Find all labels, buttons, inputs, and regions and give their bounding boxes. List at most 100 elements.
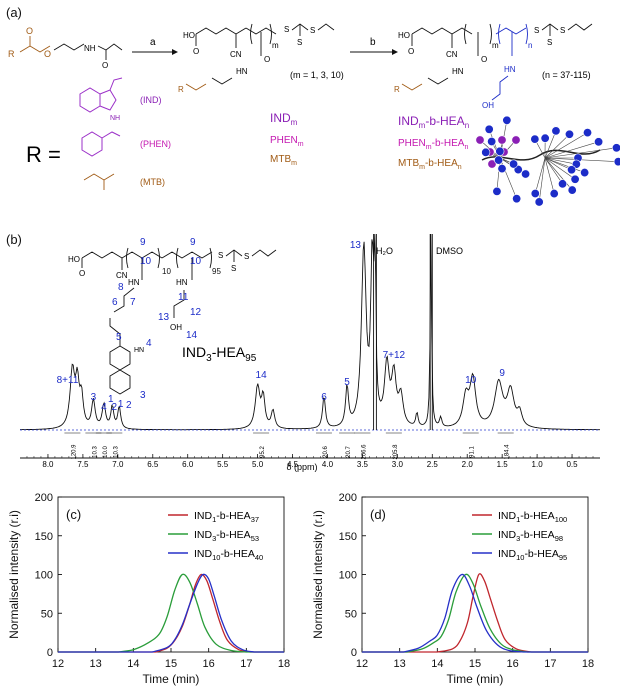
y-axis-label: Normalised intensity (r.i) <box>311 510 325 639</box>
block-name-mtb: MTBm-b-HEAn <box>398 158 462 171</box>
struct-s2: S <box>231 264 236 273</box>
panel-a: (a) O R O NH O a HO O CN m <box>6 5 620 207</box>
struct-num-5: 5 <box>116 332 122 343</box>
block-name-phen: PHENm-b-HEAn <box>398 138 468 151</box>
struct-numbers: 9 10 9 10 10 95 8 7 6 11 12 13 14 5 4 1 … <box>108 237 221 411</box>
block-copolymer-structure: HO O CN m n S S S O HN R HN OH <box>394 23 593 110</box>
nmr-trace <box>20 233 600 431</box>
cartoon-hea-bead <box>564 129 574 139</box>
x-tick-label: 18 <box>582 658 594 670</box>
struct-num-10b: 10 <box>190 256 202 267</box>
series-line <box>362 573 588 653</box>
struct-backbone-2 <box>161 251 213 259</box>
y-axis-label: Normalised intensity (r.i) <box>7 510 21 639</box>
cartoon-link <box>544 134 570 159</box>
struct-num-3: 3 <box>140 390 146 401</box>
integral-value: 120.9 <box>71 444 77 460</box>
integral-value: 184.4 <box>505 444 511 460</box>
x-tick-label: 12 <box>52 658 64 670</box>
nmr-x-tick-label: 6.5 <box>147 460 159 469</box>
struct-s1: S <box>218 251 223 260</box>
macro-cta-structure: HO O CN m S S S O HN R (m = 1, 3, 10) <box>178 23 344 94</box>
cartoon-link <box>544 130 557 159</box>
x-tick-label: 17 <box>240 658 252 670</box>
monomer-ester-o: O <box>44 49 51 59</box>
r-group-ind: (IND) <box>140 95 162 105</box>
y-tick-label: 150 <box>339 531 357 543</box>
monomer-ester-chain <box>19 45 51 53</box>
struct-indole-benzene <box>109 369 131 395</box>
nmr-x-tick-label: 0.5 <box>566 460 578 469</box>
indole-pyrrole-ring <box>99 89 117 111</box>
r-group-phen: (PHEN) <box>140 139 171 149</box>
struct-indole-hn: HN <box>134 347 144 354</box>
peak-label: 3 <box>91 392 97 403</box>
cartoon-ind-bead <box>511 135 521 145</box>
indole-nh: NH <box>110 115 120 122</box>
solvent-label-h2o: H₂O <box>376 246 393 256</box>
cartoon-hea-bead <box>497 164 507 174</box>
x-tick-label: 14 <box>127 658 139 670</box>
integral-value: 205.8 <box>393 444 399 460</box>
struct-sub-95: 95 <box>212 267 221 276</box>
arrow-b-head <box>392 49 398 55</box>
cartoon-hea-bead <box>494 155 504 165</box>
panel-label: (d) <box>370 507 386 522</box>
nmr-x-tick-label: 4.0 <box>322 460 334 469</box>
macro-ester <box>185 83 207 91</box>
cartoon-hea-bead <box>530 134 540 144</box>
cartoon-hea-bead <box>492 186 502 196</box>
cartoon-hea-bead <box>487 137 497 147</box>
block-ethyl <box>567 23 593 31</box>
cartoon-hea-bead <box>481 147 491 157</box>
legend-entry: IND1-b-HEA37 <box>194 510 259 524</box>
arrow-a-head <box>172 49 178 55</box>
cartoon-hea-bead <box>540 133 550 143</box>
nmr-x-tick-label: 3.5 <box>357 460 369 469</box>
integral-value: 10.3 <box>113 446 119 458</box>
macro-s3: S <box>310 26 315 35</box>
cartoon-link <box>544 132 588 159</box>
monomer-ethyl <box>53 43 85 51</box>
cartoon-link <box>538 157 546 203</box>
struct-num-1: 1 <box>108 394 114 405</box>
macro-cta-names: INDm PHENm MTBm <box>270 111 304 167</box>
struct-hea-chain <box>173 290 185 318</box>
macro-m: m <box>272 41 279 50</box>
cartoon-hea-bead <box>502 115 512 125</box>
x-tick-label: 14 <box>431 658 443 670</box>
peak-label: 5 <box>344 377 350 388</box>
block-bracket-m <box>464 23 492 45</box>
cartoon-hea-bead <box>567 165 577 175</box>
nmr-x-tick-label: 7.5 <box>77 460 89 469</box>
macro-linker <box>211 77 233 85</box>
cartoon-link <box>544 157 576 180</box>
monomer-structure: O R O NH O <box>8 26 123 70</box>
series-line <box>58 573 284 653</box>
legend-entry: IND1-b-HEA100 <box>498 510 567 524</box>
block-hn: HN <box>452 67 464 76</box>
series-line <box>58 573 284 653</box>
integral-value: 20.6 <box>323 446 329 458</box>
cartoon-link <box>544 141 599 159</box>
struct-ester <box>109 318 121 346</box>
macro-r: R <box>178 85 184 94</box>
peak-label: 14 <box>256 370 268 381</box>
macro-backbone-1 <box>195 27 247 35</box>
cartoon-hea-bead <box>612 143 620 153</box>
struct-oh: OH <box>170 323 182 332</box>
x-tick-label: 18 <box>278 658 290 670</box>
struct-acid-o: O <box>79 269 85 278</box>
peak-label: 1 <box>118 399 124 410</box>
peak-label: 6 <box>321 392 327 403</box>
block-backbone-1 <box>411 27 473 35</box>
block-hea-chain <box>491 75 509 101</box>
struct-num-8: 8 <box>118 282 124 293</box>
panel-label: (c) <box>66 507 81 522</box>
x-axis-label: Time (min) <box>143 672 200 686</box>
block-copolymer-names: INDm-b-HEAn PHENm-b-HEAn MTBm-b-HEAn <box>398 114 469 171</box>
cartoon-hea-bead <box>534 197 544 207</box>
block-s3: S <box>560 26 565 35</box>
integral-value: 95.2 <box>260 446 266 458</box>
